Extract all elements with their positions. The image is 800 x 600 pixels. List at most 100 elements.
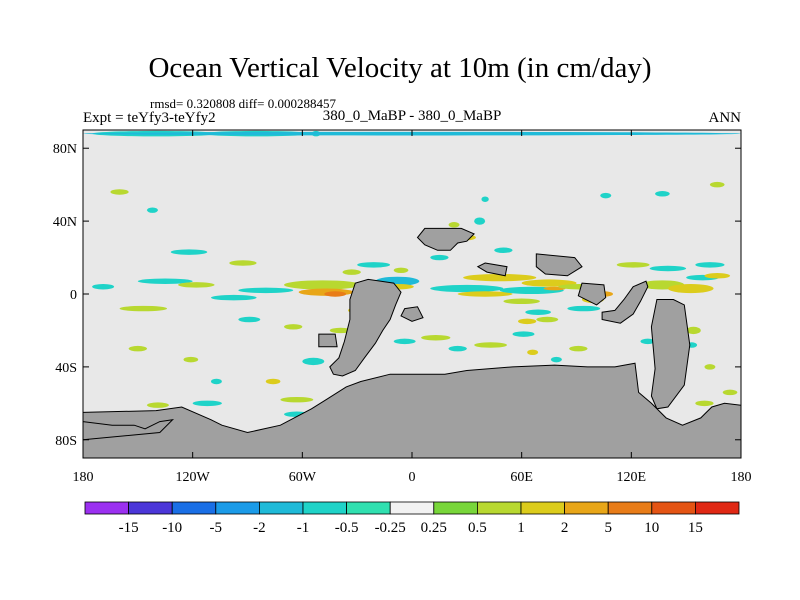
land-small-island-west [318,333,338,348]
land-layer [83,227,741,458]
anomaly-patch [704,273,731,279]
anomaly-patch [421,335,451,341]
colorbar-label: -0.25 [375,520,406,536]
colorbar-swatch [346,501,391,515]
anomaly-patch [525,309,551,315]
land-arabia [476,262,508,277]
anomaly-patch [393,338,416,345]
colorbar-label: 10 [644,520,659,536]
anomaly-patch [655,191,670,197]
anomaly-patch [110,189,129,195]
stats-label: rmsd= 0.320808 diff= 0.000288457 [150,96,336,111]
x-tick-label: 0 [409,470,416,485]
land-north-america-africa-bridge [416,227,475,251]
anomaly-patch [722,389,738,396]
x-tick-label: 180 [731,470,752,485]
anomaly-patch [284,280,361,290]
anomaly-patch [536,316,559,323]
colorbar-label: 1 [517,520,525,536]
colorbar-swatch [389,501,435,515]
anomaly-patch [170,249,208,255]
anomaly-patch [704,364,716,370]
colorbar-swatch [476,501,522,515]
anomaly-patch [284,324,303,330]
colorbar-swatch [128,501,173,515]
anomaly-patch [280,396,314,403]
x-tick-label: 60E [510,470,533,485]
colorbar-swatch [215,501,260,515]
anomaly-patch [210,294,257,301]
anomaly-patch [192,400,222,407]
colorbar-swatch [607,501,653,515]
colorbar-swatch [651,501,696,515]
anomaly-patch [448,345,467,352]
anomaly-patch [494,247,513,253]
colorbar: -15 -10 -5 -2 -1 -0.5 -0.25 0.25 0.5 1 2 5 10 15 [84,501,740,536]
anomaly-patch [667,283,714,294]
anomaly-patch [527,349,539,356]
colorbar-label: 0.5 [468,520,487,536]
colorbar-label: 2 [561,520,569,536]
anomaly-patch [695,262,725,268]
experiment-label: Expt = teYfy3-teYfy2 [83,110,216,126]
colorbar-swatch [564,501,609,515]
land-australia-arc [601,280,649,324]
y-tick-label: 40S [55,361,77,376]
colorbar-swatch [302,501,347,515]
anomaly-patch [518,318,537,325]
anomaly-patch [178,282,215,288]
anomaly-patch [146,402,169,408]
anomaly-patch [430,284,504,293]
colorbar-label: -15 [119,520,139,536]
colorbar-swatch [433,501,478,515]
anomaly-patch [569,345,588,352]
x-tick-label: 120W [176,470,211,485]
anomaly-patch [238,316,261,323]
land-pacific-block [650,299,691,410]
land-south-america [329,278,402,377]
colorbar-label: -2 [253,520,266,536]
y-tick-label: 0 [70,288,77,303]
land-small-island-mid [400,306,424,322]
anomaly-patch [357,262,391,268]
anomaly-patch [146,207,158,213]
anomaly-patch [503,298,540,305]
anomaly-patch [463,273,537,282]
anomaly-patch [512,331,535,337]
anomaly-patch [457,291,513,297]
anomaly-patch [430,254,449,261]
anomaly-patch [128,345,147,352]
colorbar-swatch [520,501,565,515]
colorbar-swatch [258,501,304,515]
axes-layer: 180 120W 60W 0 60E 120E 180 80N 40N 0 40S 80S [53,130,752,485]
anomaly-patch [119,305,168,312]
colorbar-label: 15 [688,520,703,536]
colorbar-label: 5 [604,520,612,536]
chart-title: Ocean Vertical Velocity at 10m (in cm/da… [148,52,652,84]
land-southeast-asia [577,282,607,306]
anomaly-patch [342,269,361,275]
anomaly-patch [393,267,409,274]
land-india-block [535,253,583,277]
anomaly-patch [302,357,325,366]
anomaly-patch [567,305,601,312]
anomaly-patch [649,265,687,272]
colorbar-swatch [171,501,217,515]
anomaly-patch [709,181,725,188]
anomaly-patch [329,327,352,334]
anomaly-patch [550,356,562,363]
colorbar-label: -1 [297,520,310,536]
colorbar-label: -0.5 [335,520,359,536]
anomaly-patch [324,291,347,297]
colorbar-label: -5 [210,520,223,536]
anomaly-patch [616,262,650,268]
anomaly-patch [137,278,193,284]
colorbar-label: -10 [162,520,182,536]
x-tick-label: 60W [289,470,317,485]
season-label: ANN [708,110,742,126]
anomaly-patch [448,222,460,228]
anomaly-patch [695,400,714,407]
anomaly-patch [229,260,257,266]
anomaly-patch [686,326,701,335]
y-tick-label: 80S [55,434,77,449]
